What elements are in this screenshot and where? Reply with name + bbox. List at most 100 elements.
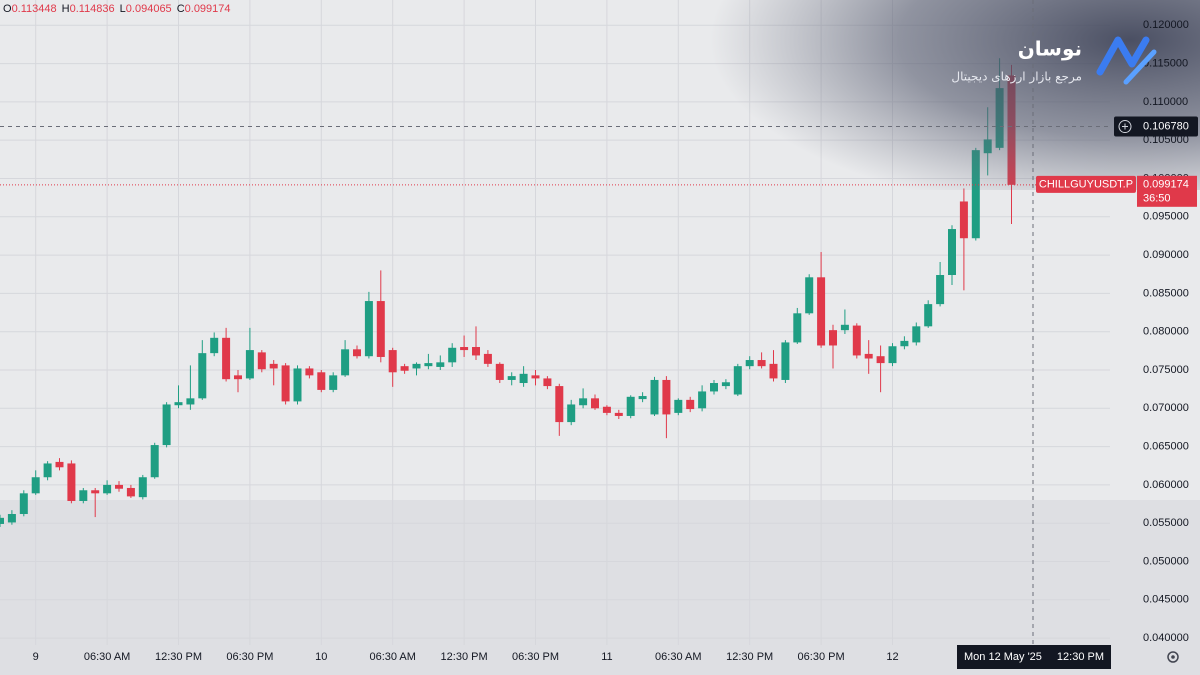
candle-body bbox=[186, 398, 195, 405]
candle-body bbox=[0, 517, 4, 524]
candle-body bbox=[817, 277, 826, 346]
candle-body bbox=[174, 402, 183, 406]
candle-body bbox=[769, 363, 778, 379]
candle-body bbox=[519, 373, 528, 384]
x-tick-label: 12:30 PM bbox=[155, 651, 202, 663]
x-tick-label: 06:30 PM bbox=[798, 651, 845, 663]
ohlc-value: 0.094065 bbox=[126, 3, 172, 15]
candle-body bbox=[805, 277, 814, 314]
candle-body bbox=[234, 375, 242, 380]
candle-body bbox=[495, 363, 504, 380]
crosshair-time-bg bbox=[957, 645, 1111, 669]
candle-body bbox=[602, 406, 611, 413]
symbol-label-bg bbox=[1036, 175, 1136, 193]
candle-body bbox=[971, 150, 980, 239]
candle-body bbox=[55, 461, 64, 468]
candle-body bbox=[579, 398, 588, 406]
y-tick-label: 0.075000 bbox=[1143, 364, 1189, 376]
candle-body bbox=[7, 514, 16, 523]
y-tick-label: 0.040000 bbox=[1143, 632, 1189, 644]
candle-body bbox=[31, 477, 40, 494]
candle-body bbox=[460, 347, 469, 351]
settings-icon[interactable] bbox=[1167, 651, 1179, 663]
candle-body bbox=[162, 404, 171, 446]
candle-body bbox=[924, 304, 933, 327]
candle-body bbox=[436, 362, 445, 367]
candle-body bbox=[781, 342, 790, 380]
gear[interactable] bbox=[1167, 651, 1179, 663]
candle-body bbox=[638, 396, 647, 400]
grid bbox=[0, 0, 1110, 645]
candle-body bbox=[733, 366, 742, 395]
candle-body bbox=[115, 484, 123, 489]
x-tick-label: 12:30 PM bbox=[441, 651, 488, 663]
x-tick-label: 11 bbox=[601, 651, 612, 663]
y-tick-label: 0.060000 bbox=[1143, 479, 1189, 491]
candle-body bbox=[412, 363, 421, 369]
ohlc-value: 0.114836 bbox=[70, 3, 115, 15]
gear-center bbox=[1171, 655, 1175, 659]
x-tick-label: 12 bbox=[886, 651, 898, 663]
logo-stroke bbox=[1096, 36, 1150, 76]
candle-body bbox=[674, 399, 683, 413]
candle-body bbox=[852, 325, 861, 356]
y-tick-label: 0.110000 bbox=[1143, 96, 1188, 108]
x-tick-label: 06:30 AM bbox=[655, 651, 701, 663]
candle-body bbox=[424, 363, 433, 367]
candle-body bbox=[19, 493, 28, 515]
candle-body bbox=[591, 398, 599, 409]
candle-body bbox=[900, 340, 909, 347]
y-tick-label: 0.080000 bbox=[1143, 326, 1189, 338]
candle-body bbox=[448, 347, 457, 363]
candle-body bbox=[353, 349, 361, 357]
candle-body bbox=[210, 337, 219, 354]
x-tick-label: 06:30 AM bbox=[369, 651, 415, 663]
candle-body bbox=[305, 368, 314, 376]
x-tick-label: 06:30 PM bbox=[226, 651, 273, 663]
y-tick-label: 0.085000 bbox=[1143, 287, 1189, 299]
candle-body bbox=[281, 365, 290, 402]
candle-body bbox=[531, 375, 540, 379]
candle-body bbox=[567, 404, 576, 423]
y-tick-label: 0.055000 bbox=[1143, 517, 1189, 529]
candle-body bbox=[686, 399, 695, 410]
candle-body bbox=[293, 368, 302, 402]
x-tick-label: 06:30 PM bbox=[512, 651, 559, 663]
crosshair-time-date: Mon 12 May '25 bbox=[964, 651, 1042, 663]
candle-body bbox=[662, 379, 671, 415]
candle-body bbox=[43, 463, 52, 478]
candle-body bbox=[257, 352, 266, 370]
candle-body bbox=[198, 353, 207, 399]
logo-stroke bbox=[1123, 49, 1157, 85]
y-tick-label: 0.070000 bbox=[1143, 402, 1189, 414]
candle-body bbox=[483, 353, 492, 364]
crosshair-plus bbox=[1118, 120, 1132, 134]
candle-body bbox=[400, 366, 409, 371]
candle-body bbox=[543, 378, 552, 387]
candle-body bbox=[67, 463, 76, 501]
candle-body bbox=[507, 376, 516, 380]
candle-body bbox=[472, 347, 480, 356]
candle-body bbox=[150, 445, 159, 478]
y-tick-label: 0.115000 bbox=[1143, 57, 1188, 69]
candle-body bbox=[876, 356, 885, 364]
y-tick-label: 0.045000 bbox=[1143, 594, 1189, 606]
candle-body bbox=[757, 360, 766, 367]
y-tick-label: 0.065000 bbox=[1143, 441, 1189, 453]
y-tick-label: 0.120000 bbox=[1143, 19, 1189, 31]
crosshair-plus-sign bbox=[1122, 123, 1128, 130]
candle-body bbox=[936, 275, 945, 305]
candle-body bbox=[959, 201, 968, 239]
price-label: 0.099174 bbox=[1143, 179, 1189, 191]
candle-body bbox=[912, 326, 921, 343]
x-tick-label: 12:30 PM bbox=[726, 651, 773, 663]
candle-body bbox=[721, 382, 730, 387]
candle-body bbox=[793, 313, 802, 343]
x-tick-label: 9 bbox=[33, 651, 39, 663]
candle-body bbox=[341, 349, 350, 376]
brand-logo bbox=[1096, 36, 1157, 85]
symbol-label: CHILLGUYUSDT.P bbox=[1039, 179, 1133, 191]
ohlc-value: 0.113448 bbox=[12, 3, 57, 15]
